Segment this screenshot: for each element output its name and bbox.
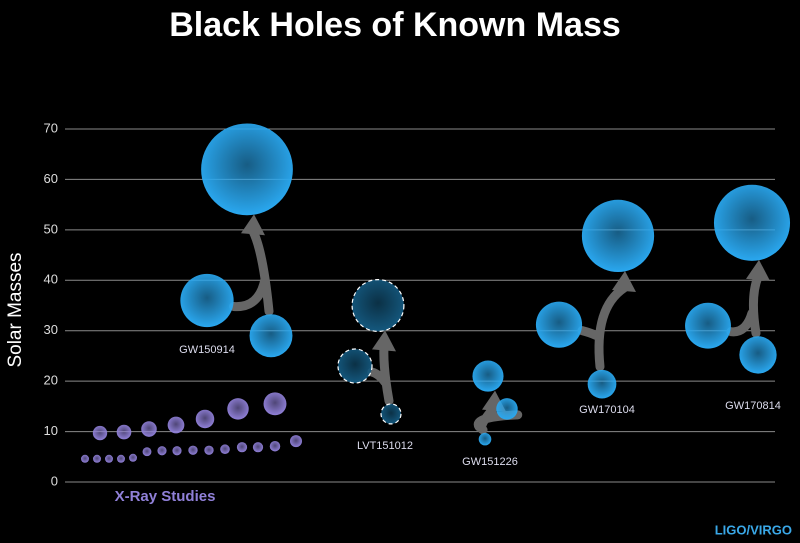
arrow [367, 342, 394, 406]
bubble [93, 454, 101, 463]
arrow [577, 283, 629, 372]
y-tick-label: 40 [44, 272, 58, 287]
bubble [380, 403, 402, 425]
bubble [252, 442, 264, 453]
legend-label: GW170814 [725, 400, 781, 412]
bubble [478, 432, 492, 446]
bubble [290, 435, 302, 448]
bubble [105, 454, 113, 463]
bubble [236, 442, 248, 453]
bubble [117, 454, 125, 463]
arrow [229, 226, 274, 316]
bubble [116, 424, 132, 440]
chart-title: Black Holes of Known Mass [169, 6, 621, 44]
y-tick-label: 0 [51, 473, 58, 488]
bubble [739, 336, 777, 374]
arrows [229, 214, 770, 435]
y-axis-label: Solar Masses [5, 252, 26, 367]
bubble [587, 369, 617, 399]
legend-label: GW170104 [579, 404, 635, 416]
credit: LIGO/VIRGO [715, 522, 792, 537]
bubble [201, 123, 293, 216]
bubble [269, 440, 281, 452]
bubble [535, 301, 583, 348]
y-tick-label: 60 [44, 171, 58, 186]
bubble [713, 184, 791, 261]
bubble [92, 425, 108, 441]
bubble [81, 454, 89, 463]
arrow [726, 272, 763, 338]
bubble [337, 348, 373, 384]
arrow-head [612, 271, 636, 293]
bubble [220, 444, 230, 455]
bubble [249, 314, 293, 358]
legend-label: GW150914 [179, 344, 235, 356]
bubble [496, 398, 518, 420]
y-tick-label: 20 [44, 373, 58, 388]
legend-label: GW151226 [462, 456, 518, 468]
bubble [167, 416, 185, 434]
bubble [180, 273, 234, 328]
legend-label: X-Ray Studies [115, 488, 216, 505]
y-tick-label: 70 [44, 120, 58, 135]
bubble [129, 453, 137, 462]
y-tick-label: 10 [44, 423, 58, 438]
bubble [142, 447, 152, 457]
bubble [685, 302, 731, 349]
legend-label: LVT151012 [357, 440, 413, 452]
y-tick-label: 30 [44, 322, 58, 337]
bubble [195, 409, 215, 429]
bubble [157, 446, 167, 456]
bubble [227, 398, 249, 420]
bubble [204, 445, 214, 455]
bubble [188, 445, 198, 455]
bubble [581, 199, 655, 273]
bubble [263, 392, 287, 416]
arrow-head [372, 330, 396, 352]
y-tick-label: 50 [44, 221, 58, 236]
arrow-head [746, 259, 770, 281]
bubble [172, 446, 182, 456]
bubble [472, 360, 504, 392]
arrow-head [241, 214, 265, 236]
bubble [351, 279, 405, 333]
bubble [141, 421, 157, 437]
